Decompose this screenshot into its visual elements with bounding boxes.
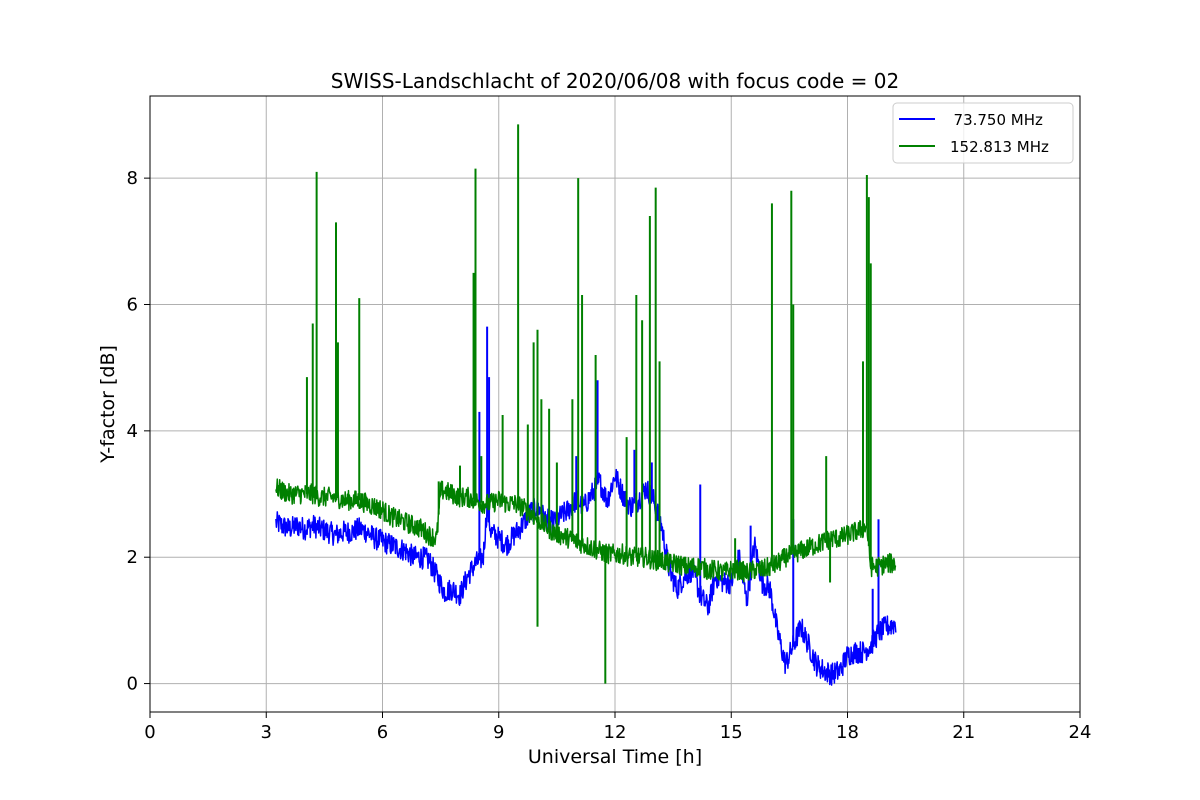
- x-tick-label: 12: [604, 722, 627, 743]
- legend-box: [892, 102, 1074, 164]
- x-tick-label: 0: [144, 722, 155, 743]
- y-axis-label: Y-factor [dB]: [97, 345, 119, 464]
- x-tick-label: 18: [836, 722, 859, 743]
- y-tick-label: 6: [127, 294, 138, 315]
- grid: [149, 96, 1081, 712]
- legend: 73.750 MHz 152.813 MHz: [892, 102, 1074, 164]
- y-tick-label: 0: [127, 674, 138, 695]
- series-line: [275, 468, 897, 686]
- series-73mhz: [275, 326, 897, 686]
- x-tick-label: 24: [1069, 722, 1092, 743]
- series-152mhz: [275, 124, 897, 684]
- y-tick-label: 2: [127, 547, 138, 568]
- y-tick-label: 4: [127, 421, 138, 442]
- x-tick-label: 6: [377, 722, 388, 743]
- x-axis-label: Universal Time [h]: [528, 746, 702, 768]
- legend-label-152mhz: 152.813 MHz: [950, 138, 1049, 156]
- y-tick-label: 8: [127, 168, 138, 189]
- x-tick-label: 9: [493, 722, 504, 743]
- x-tick-label: 21: [952, 722, 975, 743]
- legend-label-73mhz: 73.750 MHz: [944, 111, 1043, 129]
- x-tick-label: 3: [261, 722, 272, 743]
- chart-title: SWISS-Landschlacht of 2020/06/08 with fo…: [331, 69, 899, 93]
- x-tick-label: 15: [720, 722, 743, 743]
- series-layer: [275, 124, 897, 686]
